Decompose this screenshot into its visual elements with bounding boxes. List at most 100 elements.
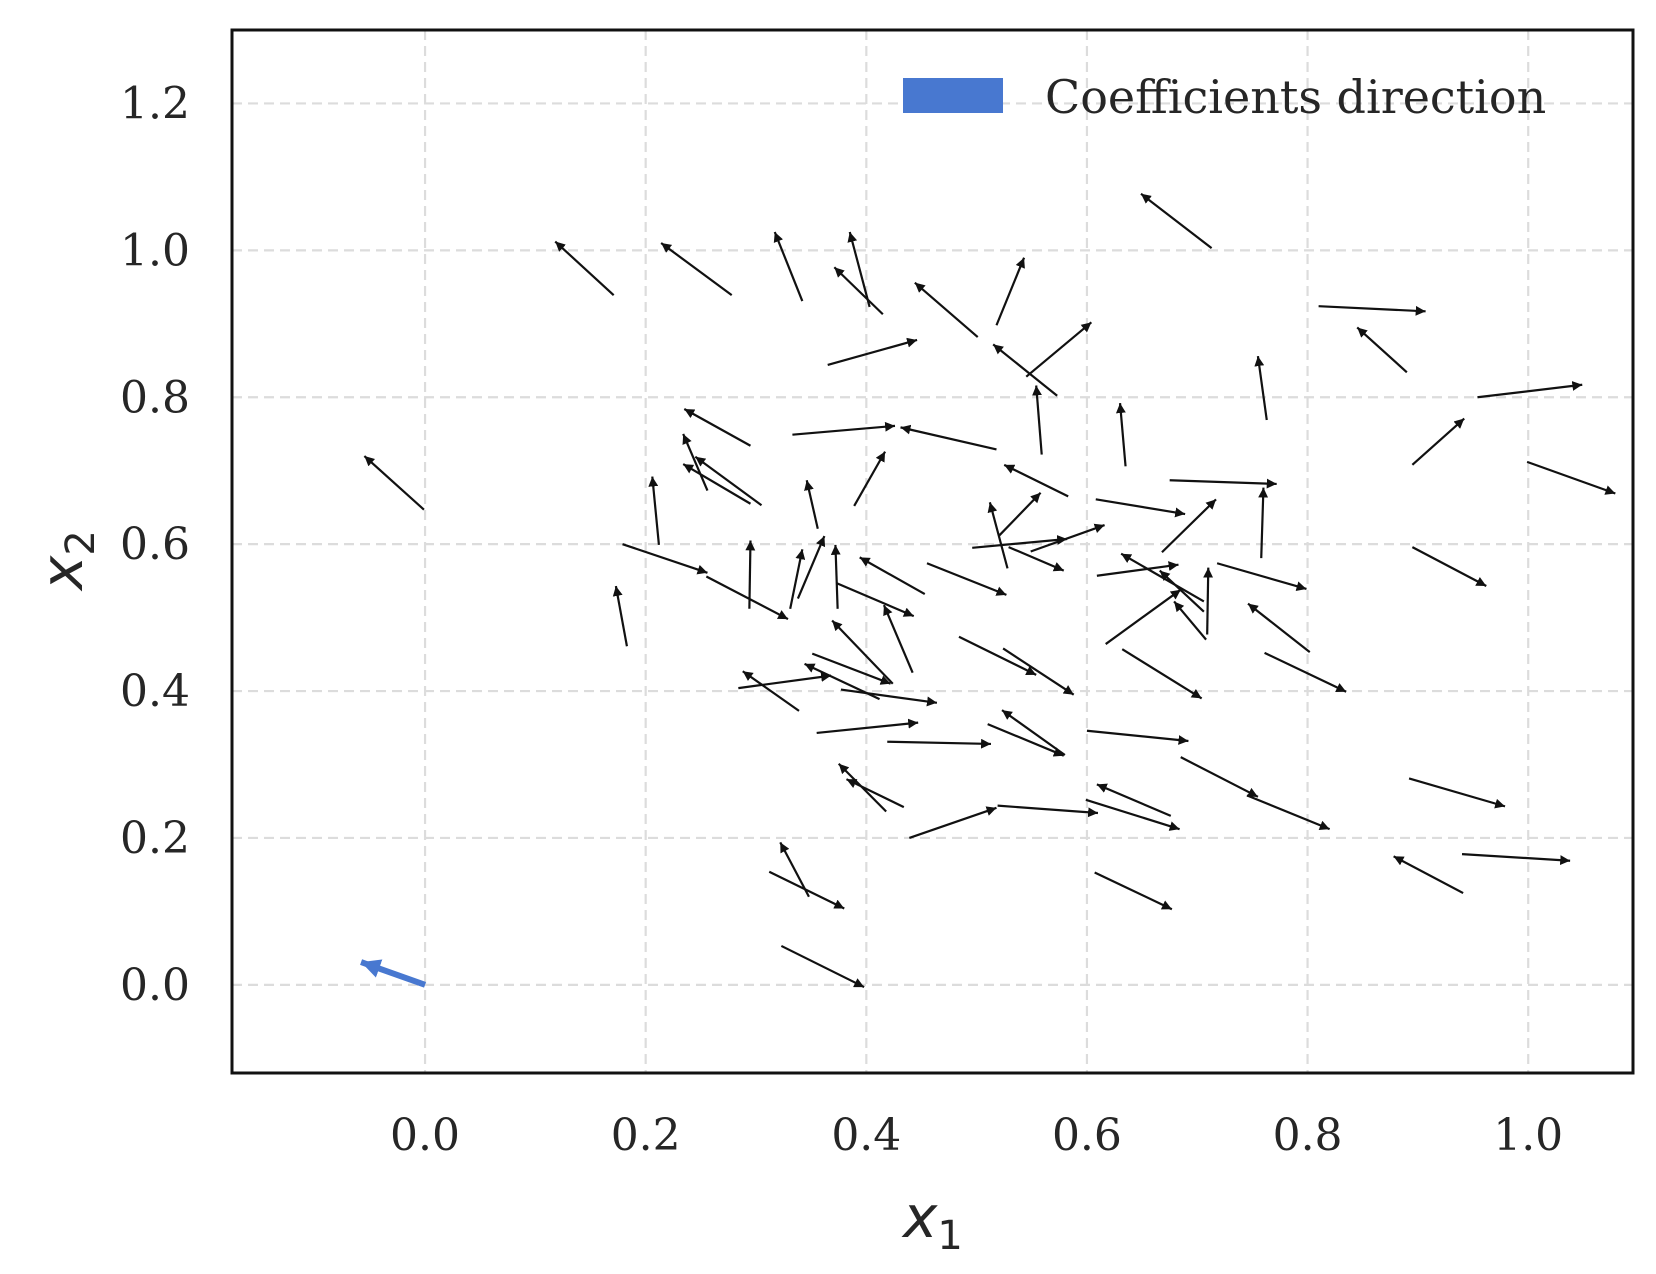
field-arrow — [796, 535, 826, 599]
y-axis-label-subscript: 2 — [58, 530, 104, 555]
y-tick-labels: 0.0 0.2 0.4 0.6 0.8 1.0 1.2 — [120, 78, 190, 1010]
field-arrow — [1105, 588, 1182, 645]
field-arrow — [1411, 546, 1487, 587]
x-tick-label: 0.2 — [611, 1110, 681, 1161]
field-arrow — [363, 455, 425, 511]
field-arrow — [987, 723, 1065, 757]
field-arrow — [1258, 487, 1269, 559]
x-axis-label-main: x — [901, 1183, 938, 1251]
field-arrow — [780, 944, 865, 989]
field-arrow — [1086, 729, 1189, 745]
legend: Coefficients direction — [903, 70, 1546, 124]
field-arrow — [995, 257, 1026, 326]
x-axis-label-subscript: 1 — [937, 1213, 962, 1259]
field-arrow — [1254, 355, 1268, 421]
field-arrow — [1095, 498, 1186, 518]
field-arrow — [789, 549, 806, 610]
field-arrow — [1246, 794, 1331, 831]
field-arrow — [1318, 305, 1426, 316]
field-arrow — [914, 281, 979, 338]
field-arrow — [845, 778, 905, 809]
field-arrow — [694, 455, 763, 507]
field-arrow — [705, 575, 789, 621]
field-arrow — [612, 585, 629, 647]
field-arrow — [1173, 600, 1207, 641]
y-axis-label-main: x — [28, 555, 96, 592]
field-arrow — [1477, 381, 1583, 399]
field-arrow — [853, 451, 887, 507]
field-arrow — [1526, 460, 1616, 495]
field-arrow — [768, 870, 845, 910]
field-arrow — [1085, 798, 1180, 831]
y-tick-label: 1.2 — [120, 78, 190, 129]
field-arrow — [1161, 498, 1217, 554]
field-arrow — [1247, 602, 1311, 653]
field-arrow — [1411, 417, 1465, 466]
field-arrow — [745, 540, 756, 609]
field-arrow — [840, 688, 938, 707]
field-arrow — [1008, 546, 1065, 572]
field-arrow — [811, 652, 891, 685]
grid — [232, 30, 1633, 1073]
field-arrow — [887, 738, 991, 749]
field-arrow — [779, 841, 810, 898]
field-arrow — [622, 543, 708, 575]
field-arrow — [1264, 651, 1347, 693]
field-arrow — [1002, 647, 1075, 696]
field-arrow — [958, 635, 1037, 676]
field-arrow — [1180, 756, 1259, 798]
field-arrow — [1096, 783, 1172, 817]
legend-label: Coefficients direction — [1045, 70, 1546, 124]
field-arrow — [682, 463, 752, 505]
field-arrow — [900, 424, 997, 451]
x-axis-label: x1 — [901, 1183, 963, 1259]
field-arrow — [1030, 523, 1105, 553]
field-arrow — [1169, 478, 1277, 489]
field-arrow — [827, 337, 918, 366]
y-tick-label: 1.0 — [120, 225, 190, 276]
field-arrow — [997, 491, 1042, 537]
y-axis-label: x2 — [28, 530, 104, 592]
x-tick-label: 0.6 — [1052, 1110, 1122, 1161]
field-arrow — [997, 804, 1099, 818]
field-arrow — [1393, 855, 1464, 895]
vector-field — [363, 192, 1616, 989]
field-arrow — [1001, 709, 1066, 756]
x-tick-label: 1.0 — [1493, 1110, 1563, 1161]
field-arrow — [804, 480, 819, 529]
field-arrow — [972, 535, 1068, 549]
field-arrow — [847, 231, 871, 308]
field-arrow — [648, 476, 661, 545]
field-arrow — [660, 242, 733, 297]
field-arrow — [742, 670, 800, 712]
field-arrow — [831, 619, 894, 685]
field-arrow — [816, 718, 919, 735]
field-arrow — [1408, 777, 1506, 809]
field-arrow — [833, 266, 884, 316]
field-arrow — [836, 582, 915, 618]
field-arrow — [683, 408, 752, 447]
field-arrow — [1115, 403, 1127, 467]
field-arrow — [1003, 463, 1069, 498]
coefficients-arrow — [360, 959, 427, 988]
field-arrow — [554, 240, 615, 296]
field-arrow — [1203, 567, 1214, 635]
y-tick-label: 0.4 — [120, 666, 190, 717]
field-arrow — [830, 544, 841, 609]
x-tick-labels: 0.0 0.2 0.4 0.6 0.8 1.0 — [390, 1110, 1563, 1161]
field-arrow — [992, 343, 1058, 397]
x-tick-label: 0.8 — [1273, 1110, 1343, 1161]
field-arrow — [882, 604, 914, 674]
field-arrow — [1461, 853, 1571, 866]
field-arrow — [1025, 321, 1093, 378]
field-arrow — [1121, 648, 1203, 700]
field-arrow — [926, 562, 1007, 596]
field-arrow — [1216, 562, 1307, 591]
field-arrow — [1096, 561, 1179, 577]
coefficients-arrow-layer — [360, 959, 427, 988]
field-arrow — [908, 806, 997, 839]
field-arrow — [738, 672, 832, 690]
field-arrow — [1356, 326, 1408, 374]
